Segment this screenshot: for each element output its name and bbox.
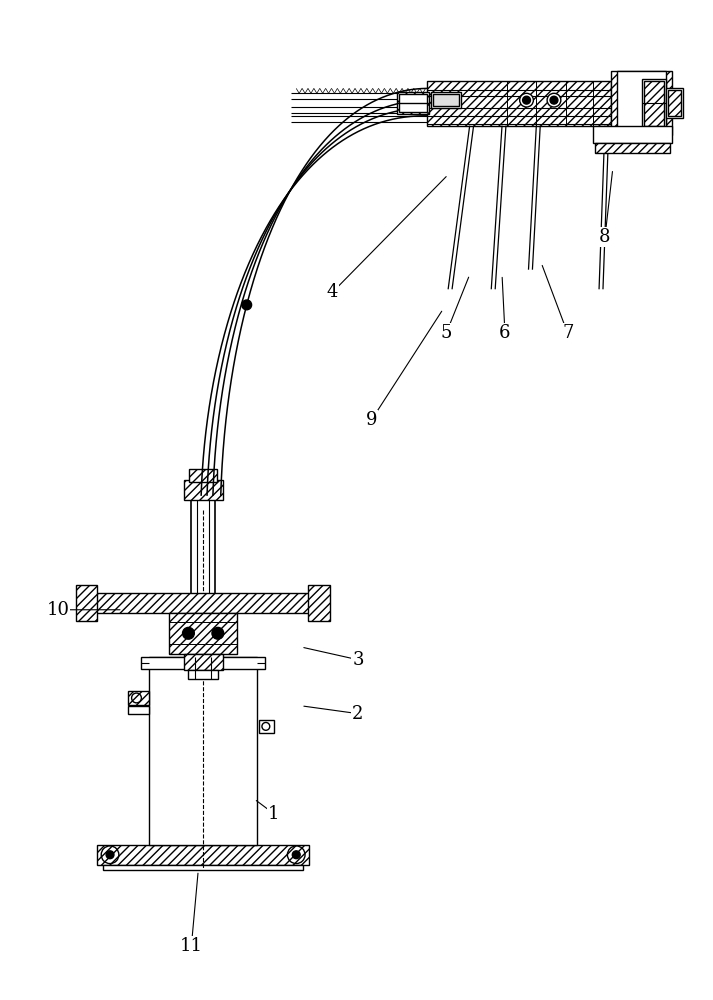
Bar [169,613,237,654]
Bar [667,90,682,116]
Bar [611,71,672,135]
Text: 6: 6 [499,324,511,342]
Circle shape [242,300,252,310]
Bar [434,94,459,106]
Bar [397,92,429,114]
Text: 10: 10 [46,601,70,619]
Bar [149,657,257,845]
Bar [666,88,683,118]
Circle shape [547,93,561,107]
Text: 7: 7 [562,324,573,342]
Text: 4: 4 [327,283,338,301]
Bar [593,126,672,143]
Bar [426,81,611,126]
Bar [76,585,97,621]
Bar [128,691,149,705]
Text: 11: 11 [180,937,203,955]
Circle shape [101,846,119,864]
Circle shape [106,851,114,859]
Bar [642,79,666,128]
Bar [97,845,309,865]
Bar [399,94,426,112]
Bar [259,720,274,733]
Circle shape [212,627,224,639]
Circle shape [287,846,305,864]
Circle shape [132,693,141,703]
Bar [595,143,670,153]
Circle shape [183,627,195,639]
Text: 1: 1 [268,805,279,823]
Bar [183,480,222,500]
Circle shape [550,96,558,104]
Bar [128,706,149,714]
Bar [617,71,666,135]
Bar [431,92,461,108]
Text: 8: 8 [599,228,610,246]
Bar [103,865,303,870]
Circle shape [523,96,530,104]
Circle shape [262,722,270,730]
Bar [190,469,217,482]
Text: 2: 2 [352,705,364,723]
Bar [644,81,664,126]
Bar [308,585,329,621]
Text: 3: 3 [352,651,364,669]
Bar [81,593,326,613]
Text: 9: 9 [366,411,377,429]
Bar [141,657,265,669]
Bar [188,670,218,679]
Circle shape [520,93,533,107]
Bar [183,654,222,670]
Text: 5: 5 [441,324,452,342]
Circle shape [292,851,300,859]
